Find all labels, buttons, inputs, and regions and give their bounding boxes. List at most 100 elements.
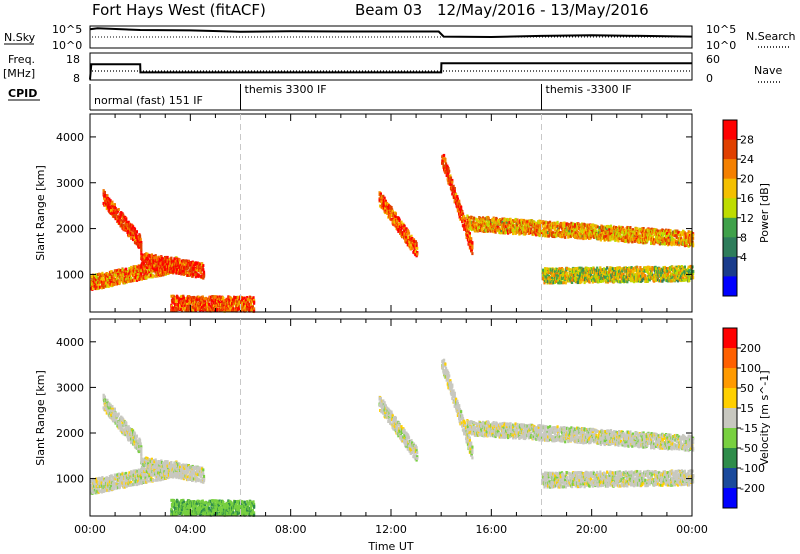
echo-cell [169,269,172,273]
echo-cell [234,299,238,303]
echo-cell [555,225,558,229]
echo-cell [662,238,665,242]
echo-cell [211,305,214,309]
echo-cell [548,226,551,229]
echo-cell [150,253,153,257]
echo-cell [616,227,619,231]
echo-cell [183,262,186,266]
echo-cell [543,230,546,234]
echo-cell [478,229,481,233]
echo-cell [534,225,537,229]
echo-cell [556,224,559,228]
echo-cell [453,196,456,200]
echo-cell [465,230,468,234]
echo-cell [134,241,137,245]
echo-cell [182,259,185,263]
echo-cell [460,205,463,209]
echo-cell [180,294,183,298]
echo-cell [539,224,542,227]
echo-cell [171,300,174,304]
echo-cell [138,277,142,281]
echo-cell [194,266,197,270]
echo-cell [402,231,405,235]
echo-cell [601,237,604,240]
echo-cell [174,300,177,303]
echo-cell [534,222,537,226]
echo-cell [159,262,162,266]
echo-cell [226,309,229,313]
echo-cell [191,274,194,278]
echo-cell [626,229,629,233]
echo-cell [668,233,671,237]
echo-cell [146,275,149,279]
echo-cell [104,197,107,201]
echo-cell [158,270,161,274]
echo-cell [453,187,456,190]
echo-cell [192,273,195,277]
echo-cell [172,306,175,310]
freq-right-tick-top: 60 [706,53,720,66]
echo-cell [179,307,182,311]
echo-cell [413,240,416,244]
echo-cell [152,274,155,278]
echo-cell [552,278,555,282]
echo-cell [445,174,448,177]
echo-cell [546,272,549,276]
echo-cell [572,234,576,238]
echo-cell [458,209,461,213]
echo-cell [213,309,216,313]
echo-cell [180,304,184,308]
echo-cell [531,222,534,226]
echo-cell [515,225,518,229]
echo-cell [468,232,471,236]
echo-cell [242,305,245,309]
echo-cell [145,259,148,263]
echo-cell [592,279,595,283]
echo-cell [650,242,653,245]
echo-cell [382,194,385,198]
echo-cell [543,281,546,285]
echo-cell [194,309,197,313]
echo-cell [140,269,143,273]
echo-cell [160,256,164,260]
echo-cell [634,229,637,233]
echo-cell [411,237,414,240]
echo-cell [117,209,120,213]
echo-cell [109,199,112,203]
echo-cell [652,231,655,235]
echo-cell [253,307,256,311]
echo-cell [124,228,127,232]
echo-cell [552,270,555,274]
echo-cell [626,226,629,230]
echo-cell [379,196,382,200]
echo-cell [586,223,589,227]
echo-cell [568,229,571,233]
echo-cell [469,242,472,246]
echo-cell [102,189,105,193]
echo-cell [113,211,116,215]
echo-cell [591,275,594,279]
echo-cell [543,221,546,225]
echo-cell [532,232,535,236]
echo-cell [140,245,143,249]
echo-cell [512,232,515,236]
echo-cell [594,268,597,272]
echo-cell [219,309,222,313]
echo-cell [109,282,112,286]
echo-cell [582,225,586,228]
echo-cell [682,243,685,246]
echo-cell [115,278,118,282]
echo-cell [468,240,471,244]
echo-cell [680,237,683,241]
echo-cell [589,227,592,230]
echo-cell [447,174,450,178]
echo-cell [673,242,676,246]
echo-cell [629,234,633,238]
echo-cell [475,220,478,224]
echo-cell [578,274,581,278]
echo-cell [387,206,390,210]
echo-cell [643,228,646,232]
echo-cell [200,264,203,268]
echo-cell [451,180,454,184]
